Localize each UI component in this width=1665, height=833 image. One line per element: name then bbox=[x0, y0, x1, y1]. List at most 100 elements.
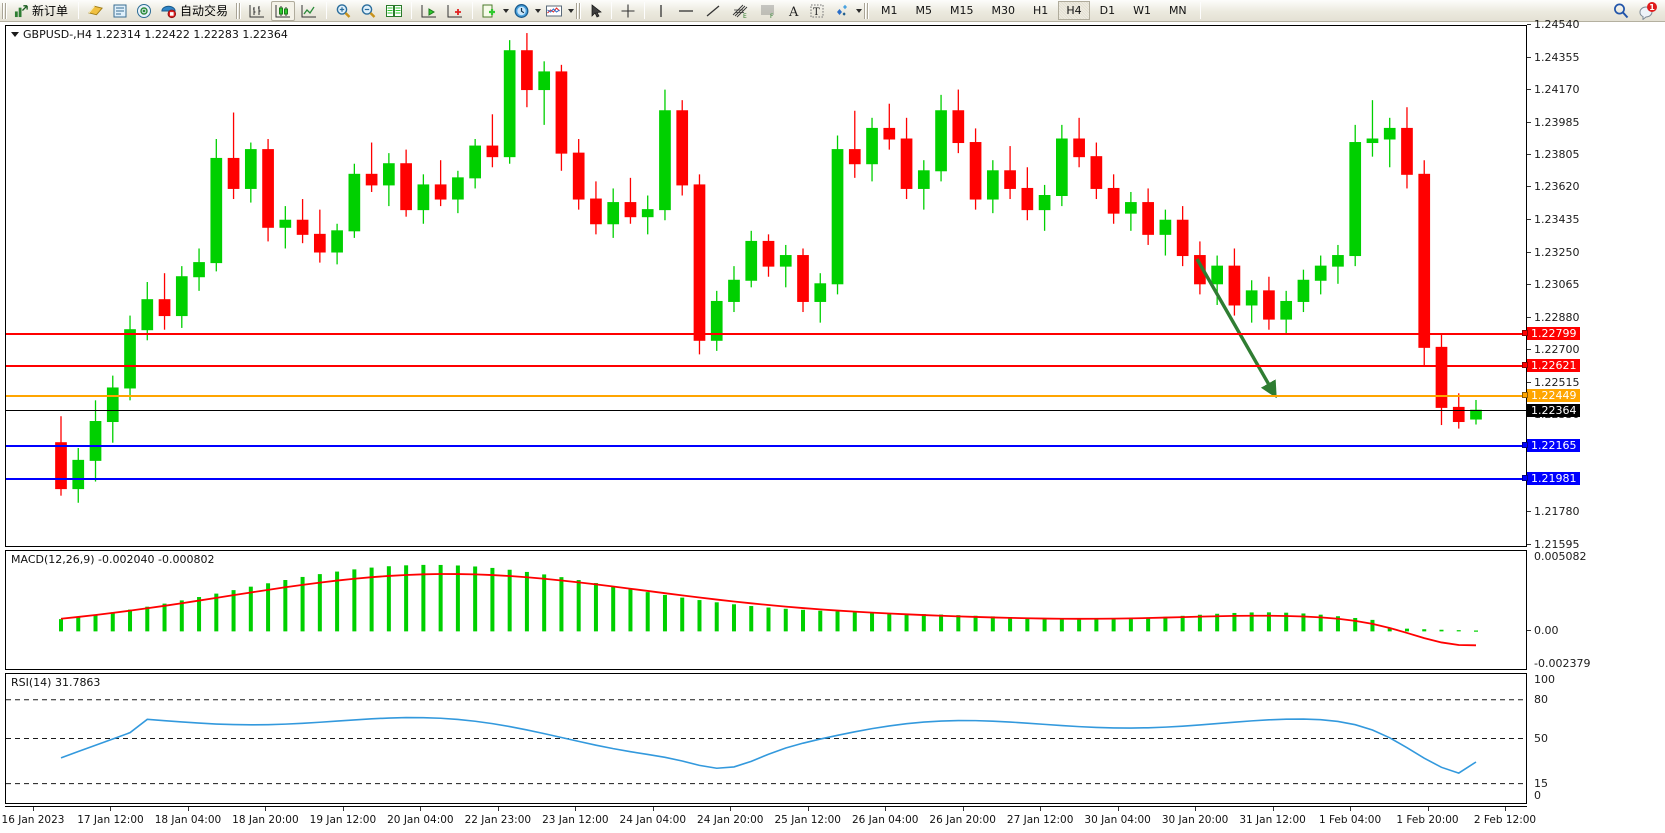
time-tick bbox=[1505, 807, 1506, 811]
trendline-button[interactable] bbox=[701, 1, 725, 21]
pill-handle[interactable] bbox=[1522, 474, 1528, 481]
chart-area[interactable]: GBPUSD-,H4 1.22314 1.22422 1.22283 1.223… bbox=[0, 19, 1665, 833]
indicators-dropdown-arrow[interactable] bbox=[568, 8, 575, 13]
period-button[interactable] bbox=[510, 1, 533, 21]
horizontal-line-button[interactable] bbox=[673, 1, 699, 21]
autotrading-icon bbox=[161, 5, 177, 18]
macd-histogram-bar bbox=[283, 580, 288, 632]
symbol-header[interactable]: GBPUSD-,H4 1.22314 1.22422 1.22283 1.223… bbox=[10, 28, 289, 41]
price-line-current-price[interactable] bbox=[6, 410, 1526, 412]
timeframe-d1[interactable]: D1 bbox=[1099, 4, 1116, 17]
pill-handle[interactable] bbox=[1522, 330, 1528, 337]
timeframe-w1[interactable]: W1 bbox=[1133, 4, 1151, 17]
price-line-resistance-2[interactable] bbox=[6, 333, 1526, 336]
autotrading-button[interactable]: 自动交易 bbox=[157, 1, 233, 21]
indicators-button[interactable] bbox=[542, 1, 566, 21]
candle-body bbox=[503, 50, 516, 158]
macd-histogram-bar bbox=[1215, 613, 1220, 632]
data-window-button[interactable] bbox=[109, 1, 131, 21]
toolbar-grip-4[interactable] bbox=[863, 2, 871, 19]
fibonacci-button[interactable]: F bbox=[755, 1, 781, 21]
pill-handle[interactable] bbox=[1522, 361, 1528, 368]
candle-body bbox=[590, 198, 602, 225]
rsi-tick: 100 bbox=[1534, 673, 1555, 686]
price-line-resistance-1[interactable] bbox=[6, 364, 1526, 367]
bar-chart-icon bbox=[249, 4, 265, 17]
macd-histogram-bar bbox=[1422, 629, 1427, 632]
macd-histogram-bar bbox=[1284, 612, 1289, 632]
period-dropdown-arrow[interactable] bbox=[535, 8, 542, 13]
toolbar-grip-2[interactable] bbox=[235, 2, 243, 19]
macd-histogram-bar bbox=[145, 606, 150, 632]
templates-button[interactable] bbox=[478, 1, 501, 21]
timeframe-mn[interactable]: MN bbox=[1168, 4, 1187, 17]
timeframe-group[interactable]: M1 M5 M15 M30 H1 H4 D1 W1 MN bbox=[872, 1, 1196, 20]
alerts-button[interactable]: 1 bbox=[1635, 1, 1661, 21]
timeframe-m15[interactable]: M15 bbox=[950, 4, 974, 17]
macd-histogram-bar bbox=[1059, 618, 1064, 632]
pill-handle[interactable] bbox=[1522, 392, 1528, 399]
candle-body bbox=[486, 145, 499, 158]
price-pill-entry[interactable]: 1.22449 bbox=[1522, 389, 1580, 403]
zoom-out-button[interactable] bbox=[357, 1, 380, 21]
price-axis[interactable]: 1.24540 1.24355 1.24170 1.23985 1.23805 1.236… bbox=[1527, 19, 1659, 550]
templates-dropdown-arrow[interactable] bbox=[503, 8, 510, 13]
timeframe-h1[interactable]: H1 bbox=[1033, 4, 1049, 17]
price-pill-resistance-2[interactable]: 1.22799 bbox=[1522, 327, 1580, 341]
timeframe-m5[interactable]: M5 bbox=[915, 4, 933, 17]
chart-collapse-caret-icon[interactable] bbox=[11, 32, 19, 37]
time-axis[interactable]: 16 Jan 2023 17 Jan 12:00 18 Jan 04:00 18 Ja… bbox=[1, 806, 1536, 833]
timeframe-m30[interactable]: M30 bbox=[991, 4, 1016, 17]
timeframe-h4[interactable]: H4 bbox=[1058, 1, 1090, 20]
pill-handle[interactable] bbox=[1522, 442, 1528, 449]
time-tick bbox=[187, 807, 189, 811]
search-button[interactable] bbox=[1609, 1, 1633, 21]
price-pill-current-price[interactable]: 1.22364 bbox=[1527, 404, 1580, 418]
navigator-button[interactable] bbox=[133, 1, 155, 21]
candle-body bbox=[745, 240, 758, 281]
candlestick-chart-button[interactable] bbox=[271, 0, 296, 21]
zoom-in-button[interactable] bbox=[332, 1, 355, 21]
rsi-panel[interactable]: RSI(14) 31.7863 bbox=[5, 673, 1527, 804]
text-button[interactable]: A bbox=[783, 1, 804, 21]
candle-body bbox=[866, 127, 878, 165]
chart-shift-button[interactable] bbox=[417, 1, 441, 21]
shapes-button[interactable] bbox=[830, 1, 854, 21]
time-tick bbox=[497, 807, 499, 811]
price-line-target-2[interactable] bbox=[6, 477, 1526, 480]
text-label-button[interactable]: T bbox=[806, 1, 828, 21]
price-pill-target-2[interactable]: 1.21981 bbox=[1522, 471, 1580, 485]
shapes-dropdown-arrow[interactable] bbox=[856, 8, 863, 13]
price-pill-target-1[interactable]: 1.22165 bbox=[1522, 439, 1580, 453]
equidistant-channel-button[interactable]: E bbox=[727, 1, 753, 21]
price-line-entry[interactable] bbox=[6, 395, 1526, 398]
rsi-tick: 15 bbox=[1534, 776, 1548, 790]
vertical-line-button[interactable] bbox=[650, 1, 671, 21]
crosshair-button[interactable] bbox=[617, 1, 639, 21]
line-chart-button[interactable] bbox=[297, 1, 321, 21]
new-order-button[interactable]: 新订单 bbox=[11, 1, 73, 21]
timeframe-m1[interactable]: M1 bbox=[881, 4, 898, 17]
candle-body bbox=[848, 149, 861, 165]
macd-panel[interactable]: MACD(12,26,9) -0.002040 -0.000802 bbox=[5, 550, 1527, 670]
macd-axis[interactable]: 0.005082 0.00 -0.002379 bbox=[1527, 550, 1659, 670]
candle-body bbox=[227, 157, 240, 189]
time-tick bbox=[1427, 807, 1429, 811]
theme-button[interactable] bbox=[84, 1, 107, 21]
bar-chart-button[interactable] bbox=[245, 1, 269, 21]
price-pill-resistance-1[interactable]: 1.22621 bbox=[1522, 358, 1580, 372]
time-tick-label: 16 Jan 2023 bbox=[1, 814, 65, 826]
price-chart-panel[interactable]: GBPUSD-,H4 1.22314 1.22422 1.22283 1.223… bbox=[5, 25, 1527, 547]
auto-scroll-button[interactable] bbox=[443, 1, 467, 21]
macd-histogram-bar bbox=[731, 604, 736, 632]
macd-histogram-bar bbox=[1387, 628, 1392, 632]
main-toolbar[interactable]: 新订单 自动交易 bbox=[0, 0, 1665, 22]
tile-windows-button[interactable] bbox=[382, 1, 406, 21]
rsi-axis[interactable]: 100 80 50 15 0 bbox=[1527, 673, 1659, 804]
cursor-button[interactable] bbox=[585, 1, 606, 21]
toolbar-grip-3[interactable] bbox=[575, 2, 583, 19]
chart-shift-icon bbox=[421, 4, 437, 17]
macd-histogram-bar bbox=[524, 571, 529, 632]
toolbar-grip[interactable] bbox=[1, 2, 8, 19]
price-line-target-1[interactable] bbox=[6, 445, 1526, 448]
